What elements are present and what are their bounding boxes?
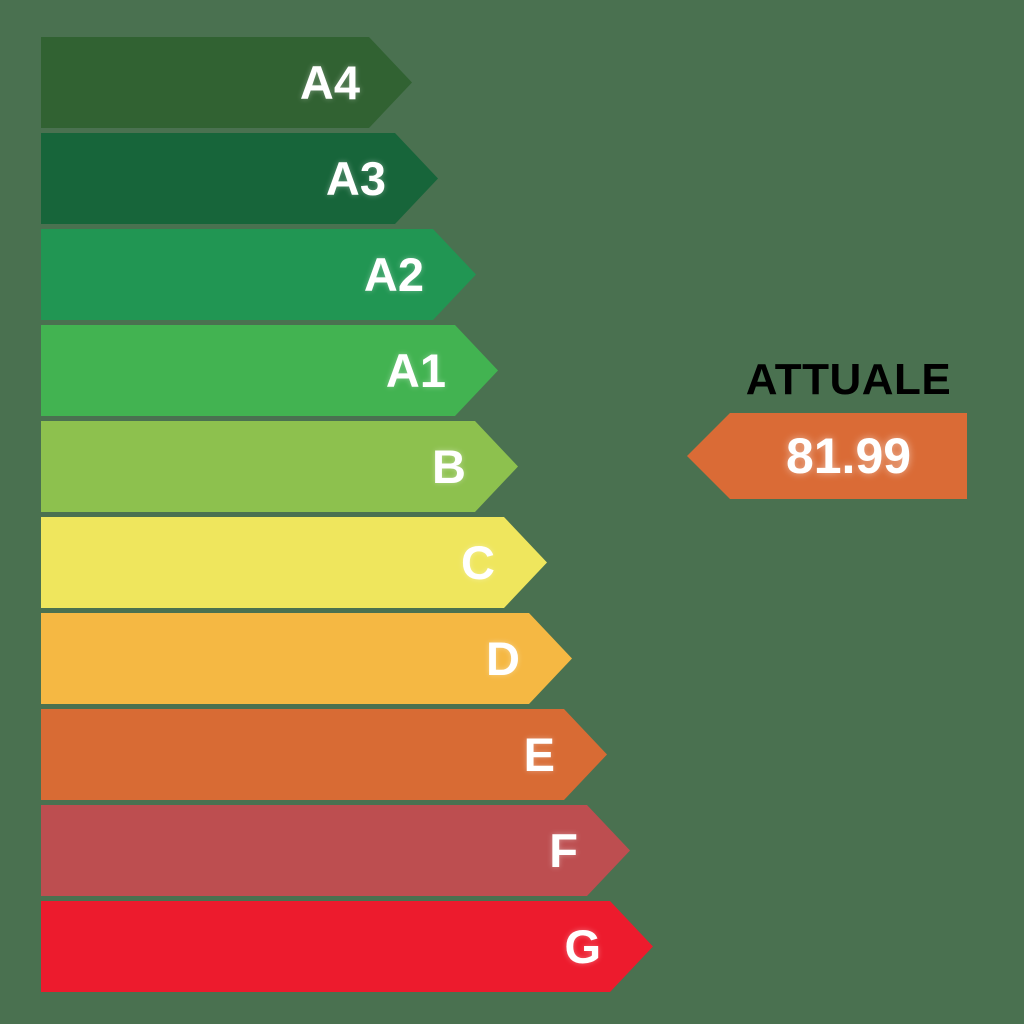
indicator-left-arrow: 81.99 bbox=[687, 413, 967, 499]
energy-class-bar-a1: A1 bbox=[41, 325, 498, 416]
energy-class-label-f: F bbox=[549, 824, 578, 877]
energy-class-label-g: G bbox=[564, 920, 601, 973]
energy-class-bar-f: F bbox=[41, 805, 630, 896]
current-value-indicator: ATTUALE 81.99 bbox=[687, 356, 967, 499]
energy-class-scale: A4 A3 A2 A1 B C D E F G bbox=[41, 37, 653, 992]
energy-class-label-a3: A3 bbox=[325, 152, 386, 205]
indicator-value: 81.99 bbox=[785, 428, 912, 484]
energy-class-bar-e: E bbox=[41, 709, 607, 800]
energy-class-label-a1: A1 bbox=[385, 344, 446, 397]
energy-class-bar-a3: A3 bbox=[41, 133, 438, 224]
energy-class-label-a2: A2 bbox=[363, 248, 424, 301]
energy-class-label-e: E bbox=[523, 728, 555, 781]
energy-class-bar-a2: A2 bbox=[41, 229, 476, 320]
energy-class-bar-a4: A4 bbox=[41, 37, 412, 128]
indicator-title: ATTUALE bbox=[745, 355, 952, 404]
energy-class-label-d: D bbox=[486, 632, 520, 685]
energy-class-label-c: C bbox=[461, 536, 495, 589]
energy-class-bar-d: D bbox=[41, 613, 572, 704]
energy-class-label-a4: A4 bbox=[299, 56, 360, 109]
energy-class-bar-c: C bbox=[41, 517, 547, 608]
energy-class-label-b: B bbox=[432, 440, 466, 493]
energy-class-bar-b: B bbox=[41, 421, 518, 512]
energy-class-bar-g: G bbox=[41, 901, 653, 992]
